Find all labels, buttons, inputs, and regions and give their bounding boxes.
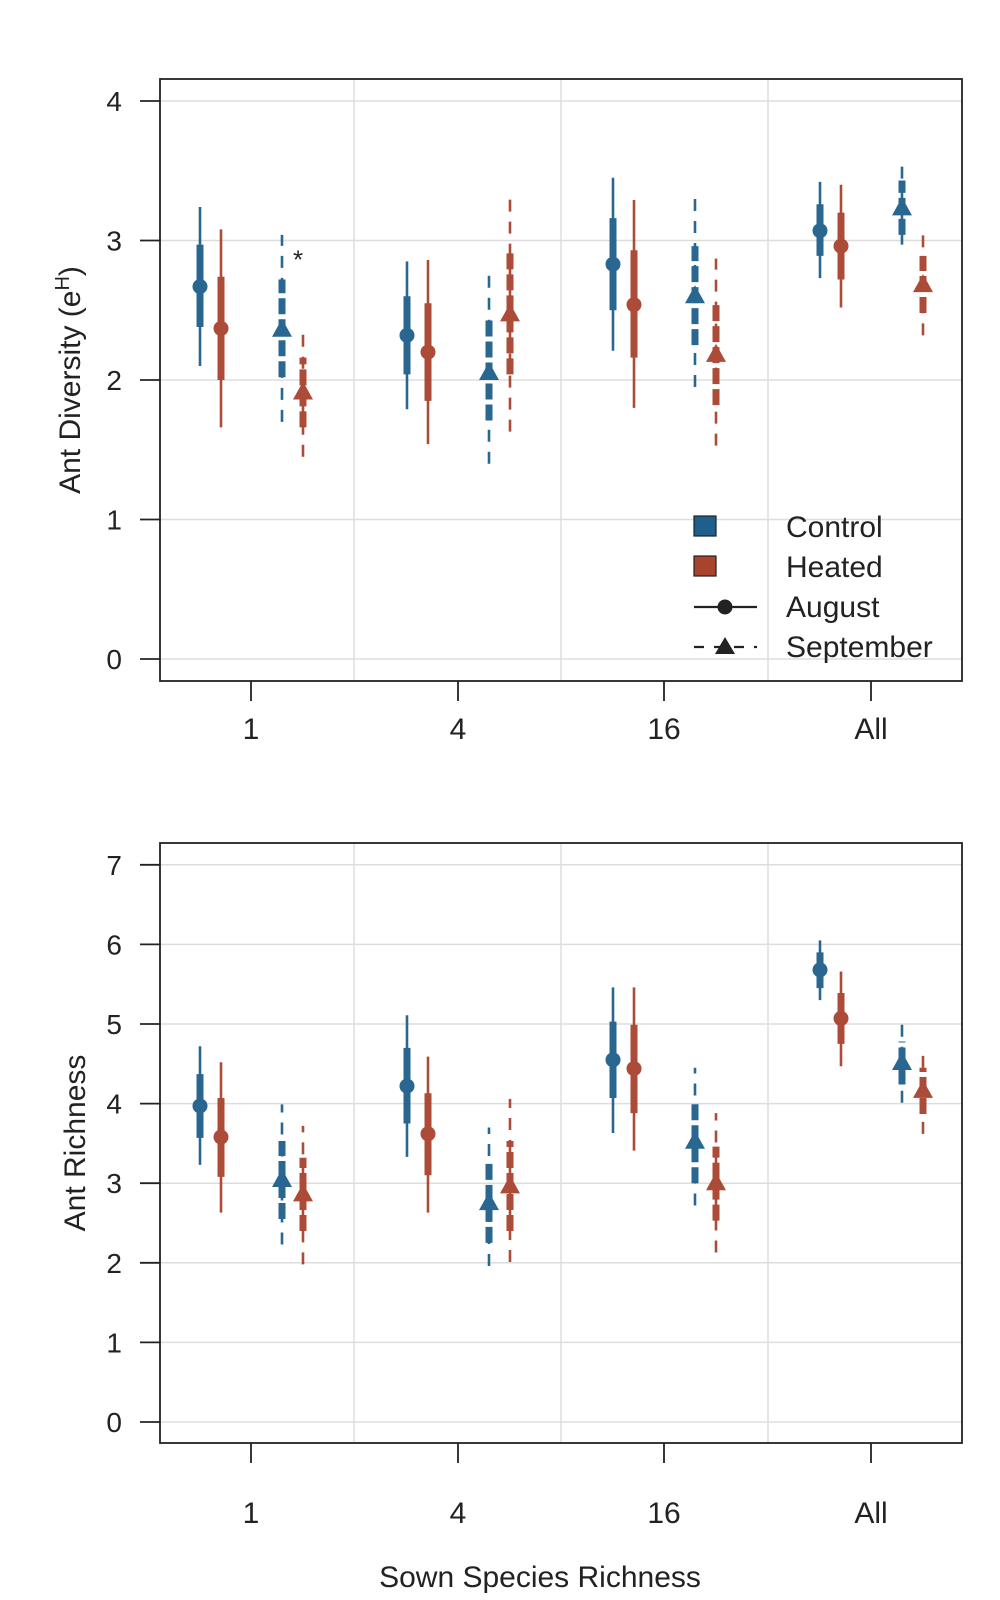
y-tick-label: 3 — [106, 226, 122, 257]
data-point-circle — [626, 1061, 642, 1077]
legend-label-august: August — [786, 591, 880, 624]
data-point-triangle — [500, 303, 520, 322]
y-tick-label: 2 — [106, 365, 122, 396]
data-point-triangle — [272, 1169, 292, 1188]
series-control-august — [192, 940, 828, 1165]
data-point-circle — [812, 962, 828, 978]
data-point-triangle — [479, 1192, 499, 1211]
x-tick-label: 1 — [243, 1497, 260, 1530]
y-tick-label: 0 — [106, 1407, 122, 1438]
y-axis-label-close: ) — [54, 266, 87, 276]
data-point-circle — [213, 320, 229, 336]
series-control-september — [272, 1022, 912, 1266]
y-axis-label-superscript: H — [52, 276, 74, 290]
y-axis-label-main: Ant Diversity (e — [54, 291, 87, 494]
legend-swatch-control — [693, 515, 717, 537]
data-point-triangle — [479, 362, 499, 381]
data-point-triangle — [706, 1172, 726, 1191]
legend-marker-triangle — [715, 637, 735, 654]
data-point-triangle — [706, 343, 726, 362]
y-tick-label: 5 — [106, 1009, 122, 1040]
y-tick-label: 7 — [106, 850, 122, 881]
y-tick-label: 6 — [106, 929, 122, 960]
data-point-circle — [812, 223, 828, 239]
legend-label-heated: Heated — [786, 551, 883, 584]
y-tick-label: 3 — [106, 1168, 122, 1199]
legend: Control Heated August September — [693, 511, 933, 664]
data-point-circle — [399, 1078, 415, 1094]
y-tick-label: 2 — [106, 1248, 122, 1279]
data-point-triangle — [892, 197, 912, 216]
y-axis-label: Ant Diversity (eH) — [52, 266, 87, 494]
x-tick-label: 4 — [450, 713, 467, 746]
legend-marker-circle — [717, 599, 733, 615]
data-point-circle — [192, 1098, 208, 1114]
data-point-triangle — [913, 1079, 933, 1098]
series-heated-september — [293, 191, 933, 457]
y-tick-label: 4 — [106, 1089, 122, 1120]
y-tick-label: 0 — [106, 644, 122, 675]
data-point-triangle — [685, 285, 705, 304]
data-point-triangle — [272, 318, 292, 337]
x-tick-label: All — [854, 1497, 887, 1530]
significance-asterisk: * — [293, 244, 303, 274]
series-heated-august — [213, 184, 849, 445]
x-tick-label: 16 — [647, 713, 680, 746]
data-point-circle — [833, 1010, 849, 1026]
series-control-august — [192, 177, 828, 410]
x-tick-label: 1 — [243, 713, 260, 746]
data-point-triangle — [913, 274, 933, 293]
data-point-triangle — [892, 1052, 912, 1071]
chart-panel-2: 0 1 2 3 4 5 6 7 1 4 16 All Ant Richness — [59, 842, 963, 1530]
legend-label-september: September — [786, 631, 933, 664]
data-point-circle — [420, 344, 436, 360]
data-point-triangle — [293, 381, 313, 400]
x-axis-label: Sown Species Richness — [379, 1561, 701, 1594]
y-tick-label: 1 — [106, 1327, 122, 1358]
data-point-circle — [399, 327, 415, 343]
y-tick-label: 1 — [106, 505, 122, 536]
x-tick-label: 4 — [450, 1497, 467, 1530]
data-point-circle — [833, 238, 849, 254]
legend-label-control: Control — [786, 511, 883, 544]
data-point-triangle — [500, 1175, 520, 1194]
data-point-circle — [605, 256, 621, 272]
data-point-triangle — [685, 1130, 705, 1149]
x-tick-label: 16 — [647, 1497, 680, 1530]
data-point-circle — [213, 1129, 229, 1145]
y-axis-label-main: Ant Richness — [59, 1055, 92, 1232]
series-heated-september — [293, 1046, 933, 1265]
chart-panel-1: 0 1 2 3 4 1 4 16 All Ant Diversity (eH) * Control He… — [52, 78, 963, 746]
legend-swatch-heated — [693, 555, 717, 577]
y-axis-label: Ant Richness — [59, 1055, 92, 1232]
series-control-september — [272, 156, 912, 464]
data-point-circle — [626, 297, 642, 313]
plot-frame — [159, 842, 963, 1444]
series-heated-august — [213, 971, 849, 1213]
data-point-circle — [192, 279, 208, 295]
y-tick-label: 4 — [106, 86, 122, 117]
data-point-circle — [420, 1126, 436, 1142]
data-point-triangle — [293, 1183, 313, 1202]
x-tick-label: All — [854, 713, 887, 746]
data-point-circle — [605, 1052, 621, 1068]
